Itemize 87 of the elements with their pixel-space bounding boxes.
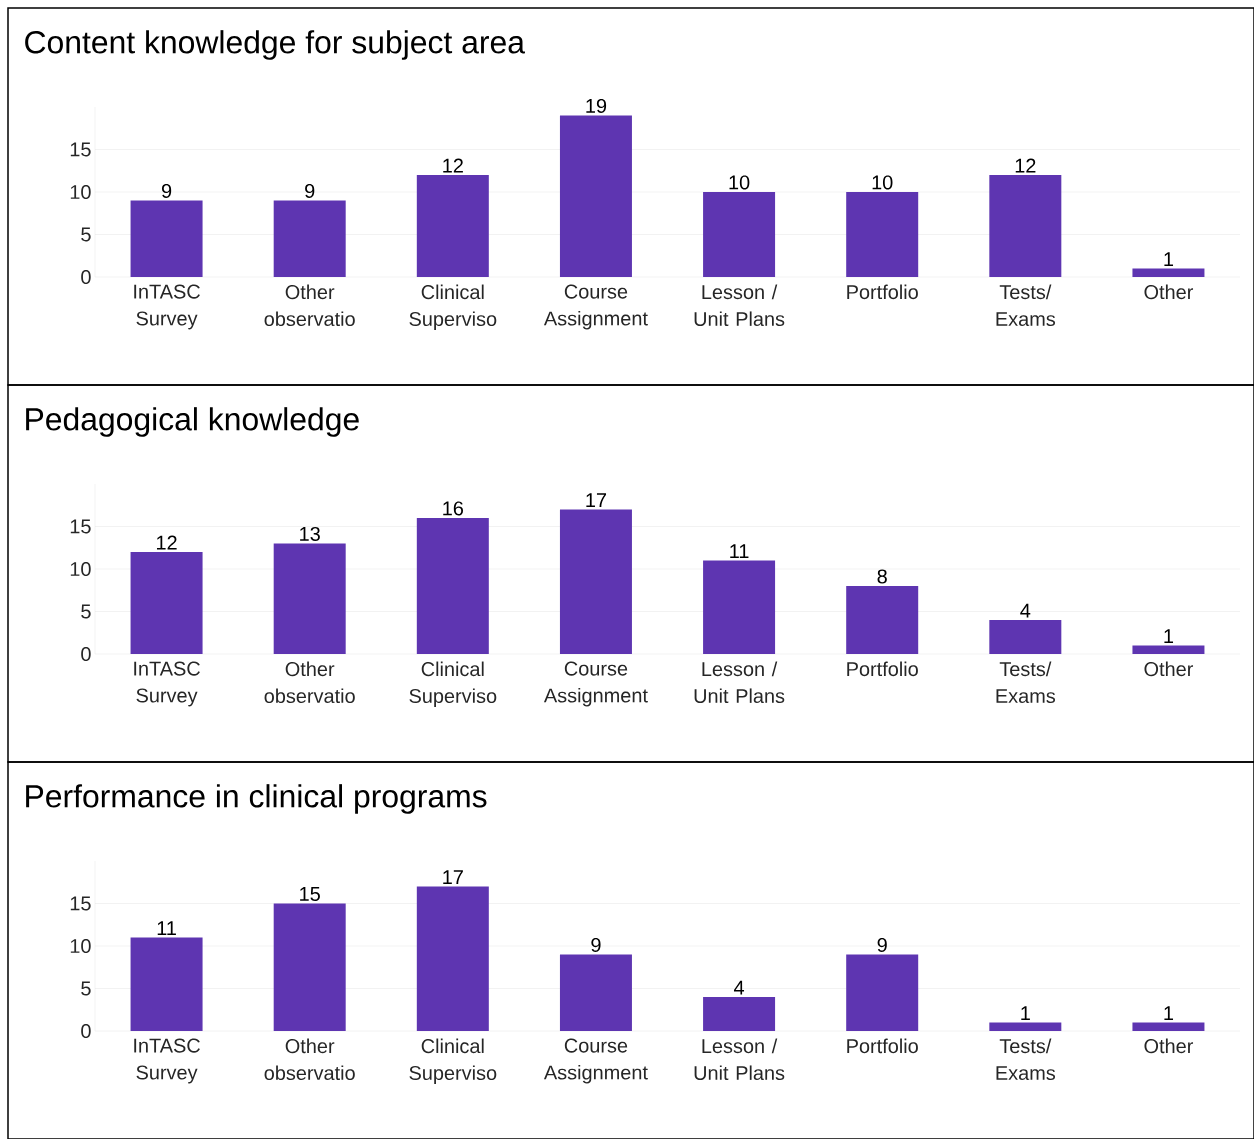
chart-title: Performance in clinical programs [26,784,487,814]
y-tick-label: 15 [70,519,91,534]
data-label: 1 [1021,1006,1030,1020]
bar [1132,1022,1205,1032]
y-tick-label: 15 [70,142,91,157]
y-tick-label: 0 [81,1023,91,1039]
data-label: 11 [157,921,176,935]
y-tick-label: 5 [81,227,91,242]
x-tick-label: Other observatio [264,661,355,704]
x-tick-label: Tests/ Exams [996,284,1056,327]
x-tick-label: Other [1144,1038,1194,1054]
x-tick-label: Other observatio [264,284,355,327]
chart-title: Content knowledge for subject area [25,30,525,60]
data-label: 11 [730,544,749,558]
bar [559,954,632,1032]
x-tick-label: Portfolio [847,661,918,677]
bar [1132,645,1205,655]
x-tick-label: Course Assignment [543,1038,648,1084]
x-tick-label: Tests/ Exams [996,661,1056,704]
data-label: 12 [1015,158,1036,173]
bar [989,620,1062,655]
bar [273,543,346,655]
x-tick-label: Lesson / Unit Plans [694,284,785,327]
x-tick-label: Clinical Superviso [409,284,497,330]
data-label: 10 [872,175,893,190]
bar [559,115,632,277]
x-tick-label: Course Assignment [543,661,648,707]
x-tick-label: Portfolio [847,1038,918,1054]
bar [130,552,203,655]
bar [846,586,919,655]
bar [416,175,489,277]
data-label: 17 [586,493,607,507]
bar [130,937,203,1032]
bar [703,560,776,655]
data-label: 15 [300,887,320,901]
y-tick-label: 15 [70,896,91,911]
x-tick-label: InTASC Survey [134,1038,200,1084]
data-label: 13 [300,526,320,541]
data-label: 19 [586,98,607,113]
data-label: 12 [443,158,463,173]
bar [846,192,919,277]
data-label: 1 [1164,1006,1174,1020]
x-tick-label: Tests/ Exams [996,1038,1056,1081]
bar [989,175,1062,277]
bar [130,200,203,277]
y-tick-label: 0 [81,269,91,285]
bar [703,997,776,1032]
x-tick-label: Lesson / Unit Plans [694,661,785,704]
x-tick-label: Other [1144,661,1194,677]
y-tick-label: 10 [70,561,91,577]
data-label: 9 [161,183,172,198]
y-tick-label: 5 [81,981,91,996]
bar [703,192,776,277]
data-label: 9 [877,937,887,952]
x-tick-label: Course Assignment [543,284,648,330]
bar [416,518,489,655]
x-tick-label: Other [1144,284,1194,300]
bar [416,886,489,1032]
x-tick-label: Lesson / Unit Plans [694,1038,785,1081]
y-tick-label: 10 [70,938,91,954]
data-label: 12 [157,535,177,550]
data-label: 1 [1164,252,1174,266]
y-tick-label: 5 [81,604,91,619]
chart-title: Pedagogical knowledge [26,407,359,437]
data-label: 4 [1020,603,1031,618]
bar [559,509,632,655]
data-label: 10 [729,175,750,190]
data-label: 8 [877,569,887,584]
x-tick-label: Clinical Superviso [409,661,497,708]
data-label: 9 [591,937,601,952]
x-tick-label: Other observatio [264,1038,355,1081]
y-tick-label: 0 [81,646,91,662]
x-tick-label: InTASC Survey [134,661,200,707]
y-tick-label: 10 [70,184,91,200]
x-tick-label: Portfolio [847,284,918,300]
data-label: 17 [443,870,463,884]
bar [273,903,346,1032]
bar [846,954,919,1032]
data-label: 4 [733,980,745,995]
bar [1132,268,1205,277]
bar [989,1022,1062,1032]
x-tick-label: Clinical Superviso [409,1038,497,1085]
data-label: 1 [1164,629,1174,643]
data-label: 9 [305,183,315,198]
x-tick-label: InTASC Survey [134,284,200,330]
bar [273,200,346,277]
data-label: 16 [443,501,464,516]
